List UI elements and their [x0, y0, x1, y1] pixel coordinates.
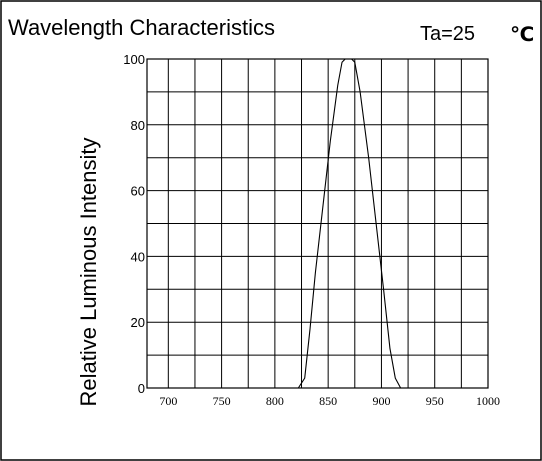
y-tick-label: 60	[131, 184, 145, 199]
plot-border	[146, 58, 489, 389]
x-tick-labels: 700 750 800 850 900 950 1000	[159, 394, 500, 408]
series-line	[297, 58, 402, 389]
y-axis-label: Relative Luminous Intensity	[76, 137, 101, 406]
condition-text: Ta=25	[420, 23, 475, 45]
y-tick-label: 20	[131, 315, 145, 330]
y-tick-label: 80	[131, 118, 145, 133]
grid-lines	[147, 59, 488, 388]
y-tick-label: 40	[131, 249, 145, 264]
x-tick-label: 1000	[476, 394, 500, 408]
plot-area	[146, 58, 489, 389]
x-tick-label: 900	[372, 394, 390, 408]
y-tick-label: 0	[138, 381, 145, 396]
condition-unit-symbol: ℃	[510, 24, 534, 46]
y-tick-labels: 0 20 40 60 80 100	[123, 52, 145, 396]
x-tick-label: 850	[319, 394, 337, 408]
y-tick-label: 100	[123, 52, 145, 67]
x-tick-label: 750	[213, 394, 231, 408]
chart-title: Wavelength Characteristics	[8, 15, 275, 40]
x-tick-label: 800	[266, 394, 284, 408]
condition-label: Ta=25 ℃	[420, 23, 534, 46]
x-tick-label: 950	[426, 394, 444, 408]
series-layer	[297, 58, 402, 389]
x-tick-label: 700	[159, 394, 177, 408]
